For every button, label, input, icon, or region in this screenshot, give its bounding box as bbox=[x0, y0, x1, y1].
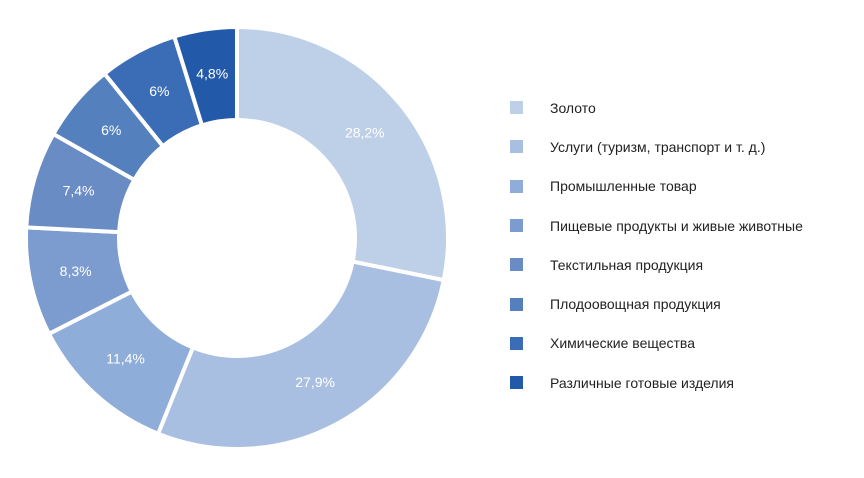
legend-swatch bbox=[510, 101, 523, 115]
legend-swatch bbox=[510, 297, 523, 311]
slice-data-label: 27,9% bbox=[295, 374, 335, 390]
slice-data-label: 4,8% bbox=[196, 66, 228, 82]
legend-label: Услуги (туризм, транспорт и т. д.) bbox=[550, 138, 766, 155]
slice-data-label: 6% bbox=[149, 83, 169, 99]
legend-swatch bbox=[510, 219, 523, 233]
legend-label: Различные готовые изделия bbox=[550, 374, 735, 391]
legend-item: Промышленные товар bbox=[510, 167, 860, 206]
legend-label: Химические вещества bbox=[550, 335, 695, 352]
slice-data-label: 7,4% bbox=[63, 183, 95, 199]
legend-label: Плодоовощная продукция bbox=[550, 296, 721, 313]
legend-item: Золото bbox=[510, 88, 860, 127]
legend-item: Услуги (туризм, транспорт и т. д.) bbox=[510, 127, 860, 166]
donut-slice bbox=[171, 24, 239, 128]
legend-item: Пищевые продукты и живые животные bbox=[510, 206, 860, 245]
slice-data-label: 11,4% bbox=[106, 350, 145, 366]
legend-swatch bbox=[510, 336, 523, 350]
legend-swatch bbox=[510, 140, 523, 154]
legend-item: Текстильная продукция bbox=[510, 245, 860, 284]
legend-label: Золото bbox=[550, 99, 596, 116]
legend-label: Пищевые продукты и живые животные bbox=[550, 217, 803, 234]
legend-label: Текстильная продукция bbox=[550, 256, 704, 273]
legend-swatch bbox=[510, 258, 523, 272]
legend-swatch bbox=[510, 376, 523, 390]
legend-item: Плодоовощная продукция bbox=[510, 284, 860, 323]
chart-legend: Золото Услуги (туризм, транспорт и т. д.… bbox=[510, 88, 860, 402]
legend-item: Различные готовые изделия bbox=[510, 363, 860, 402]
donut-slice bbox=[235, 24, 450, 283]
legend-label: Промышленные товар bbox=[550, 178, 697, 195]
slice-data-label: 8,3% bbox=[60, 263, 92, 279]
donut-slice bbox=[155, 259, 447, 451]
legend-item: Химические вещества bbox=[510, 324, 860, 363]
legend-swatch bbox=[510, 179, 523, 193]
slice-data-label: 6% bbox=[101, 122, 121, 138]
slice-data-label: 28,2% bbox=[345, 124, 385, 140]
